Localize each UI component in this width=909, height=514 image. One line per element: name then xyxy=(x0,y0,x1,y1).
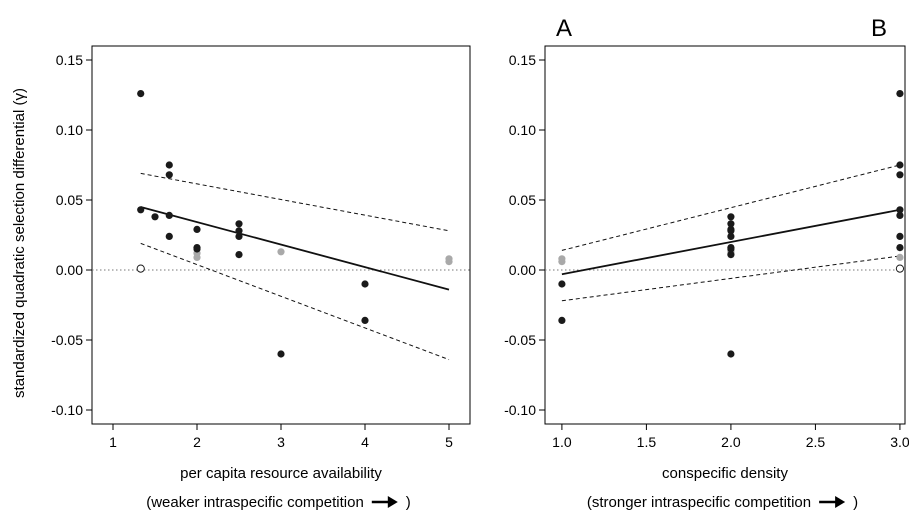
data-point-black xyxy=(896,232,904,240)
ci-lower-line xyxy=(140,242,450,361)
x-tick-label: 2.0 xyxy=(721,434,741,450)
arrow-right-icon-head xyxy=(835,496,846,508)
y-tick-label: 0.00 xyxy=(56,262,83,278)
x-axis-sublabel: (stronger intraspecific competition xyxy=(587,494,811,511)
x-tick-label: 3.0 xyxy=(890,434,909,450)
data-point-black xyxy=(727,350,735,358)
data-point-black xyxy=(558,280,566,288)
panel-label: A xyxy=(556,15,572,42)
data-point-open xyxy=(136,264,145,273)
x-axis-sublabel-group: (stronger intraspecific competition) xyxy=(587,494,858,511)
x-axis-sublabel-group: (weaker intraspecific competition) xyxy=(146,494,411,511)
x-tick-label: 2 xyxy=(193,434,201,450)
y-tick-label: -0.10 xyxy=(504,402,536,418)
data-point-black xyxy=(235,251,243,259)
x-axis-label: per capita resource availability xyxy=(180,465,382,482)
y-tick-label: 0.10 xyxy=(509,122,536,138)
panel-a: A -0.10 -0.05 0.00 0.05 0.10 0.15 1 2 3 4 5 per capi… xyxy=(51,15,572,511)
panel-label: B xyxy=(871,15,887,42)
panel-b: B -0.10 -0.05 0.00 0.05 0.10 0.15 1.0 1.5 2.0 2.5 3… xyxy=(504,15,909,511)
y-tick-label: -0.05 xyxy=(51,332,83,348)
y-tick-label: 0.00 xyxy=(509,262,536,278)
data-point-black xyxy=(558,316,566,324)
data-point-black xyxy=(235,232,243,240)
data-point-gray xyxy=(193,253,201,261)
y-tick-label: 0.15 xyxy=(56,52,83,68)
data-point-black xyxy=(165,211,173,219)
x-axis-sublabel: (weaker intraspecific competition xyxy=(146,494,364,511)
data-point-black xyxy=(165,171,173,179)
y-tick-label: -0.10 xyxy=(51,402,83,418)
ci-upper-line xyxy=(561,164,901,251)
x-tick-label: 1.5 xyxy=(637,434,657,450)
plot-frame xyxy=(544,45,906,425)
data-point-black xyxy=(896,206,904,214)
data-point-black xyxy=(896,161,904,169)
data-point-black xyxy=(727,251,735,259)
y-tick-label: 0.05 xyxy=(56,192,83,208)
x-tick-label: 5 xyxy=(445,434,453,450)
x-tick-label: 1 xyxy=(109,434,117,450)
data-point-black xyxy=(896,90,904,98)
data-point-black xyxy=(151,213,159,221)
x-axis-label: conspecific density xyxy=(662,465,788,482)
data-point-black xyxy=(235,227,243,235)
data-point-black xyxy=(165,161,173,169)
plot-frame xyxy=(91,45,471,425)
regression-line xyxy=(561,208,901,276)
data-point-black xyxy=(193,225,201,233)
regression-line xyxy=(140,206,450,291)
data-point-gray xyxy=(277,248,285,256)
data-point-black xyxy=(896,211,904,219)
y-tick-label: 0.15 xyxy=(509,52,536,68)
data-point-black xyxy=(277,350,285,358)
data-point-open xyxy=(895,264,905,273)
data-point-black xyxy=(896,171,904,179)
data-point-black xyxy=(137,90,145,98)
arrow-right-icon-head xyxy=(387,496,398,508)
data-point-black xyxy=(896,244,904,252)
data-point-black xyxy=(727,213,735,221)
data-point-black xyxy=(165,232,173,240)
y-tick-label: 0.05 xyxy=(509,192,536,208)
data-point-gray xyxy=(445,258,453,266)
x-tick-label: 2.5 xyxy=(806,434,826,450)
x-axis-sublabel-close: ) xyxy=(406,494,411,511)
data-point-gray xyxy=(558,258,566,266)
data-point-black xyxy=(727,220,735,228)
data-point-black xyxy=(235,220,243,228)
data-point-black xyxy=(727,245,735,253)
data-point-black xyxy=(361,280,369,288)
data-point-black xyxy=(727,232,735,240)
x-tick-label: 4 xyxy=(361,434,369,450)
y-tick-label: -0.05 xyxy=(504,332,536,348)
data-point-black xyxy=(727,227,735,235)
y-axis-label: standardized quadratic selection differe… xyxy=(11,88,28,398)
ci-upper-line xyxy=(140,172,450,232)
y-tick-label: 0.10 xyxy=(56,122,83,138)
x-tick-label: 3 xyxy=(277,434,285,450)
data-point-black xyxy=(193,245,201,253)
data-point-black xyxy=(137,206,145,214)
x-tick-label: 1.0 xyxy=(552,434,572,450)
data-point-gray xyxy=(896,253,904,261)
data-point-black xyxy=(361,316,369,324)
ci-lower-line xyxy=(561,255,900,302)
x-axis-sublabel-close: ) xyxy=(853,494,858,511)
